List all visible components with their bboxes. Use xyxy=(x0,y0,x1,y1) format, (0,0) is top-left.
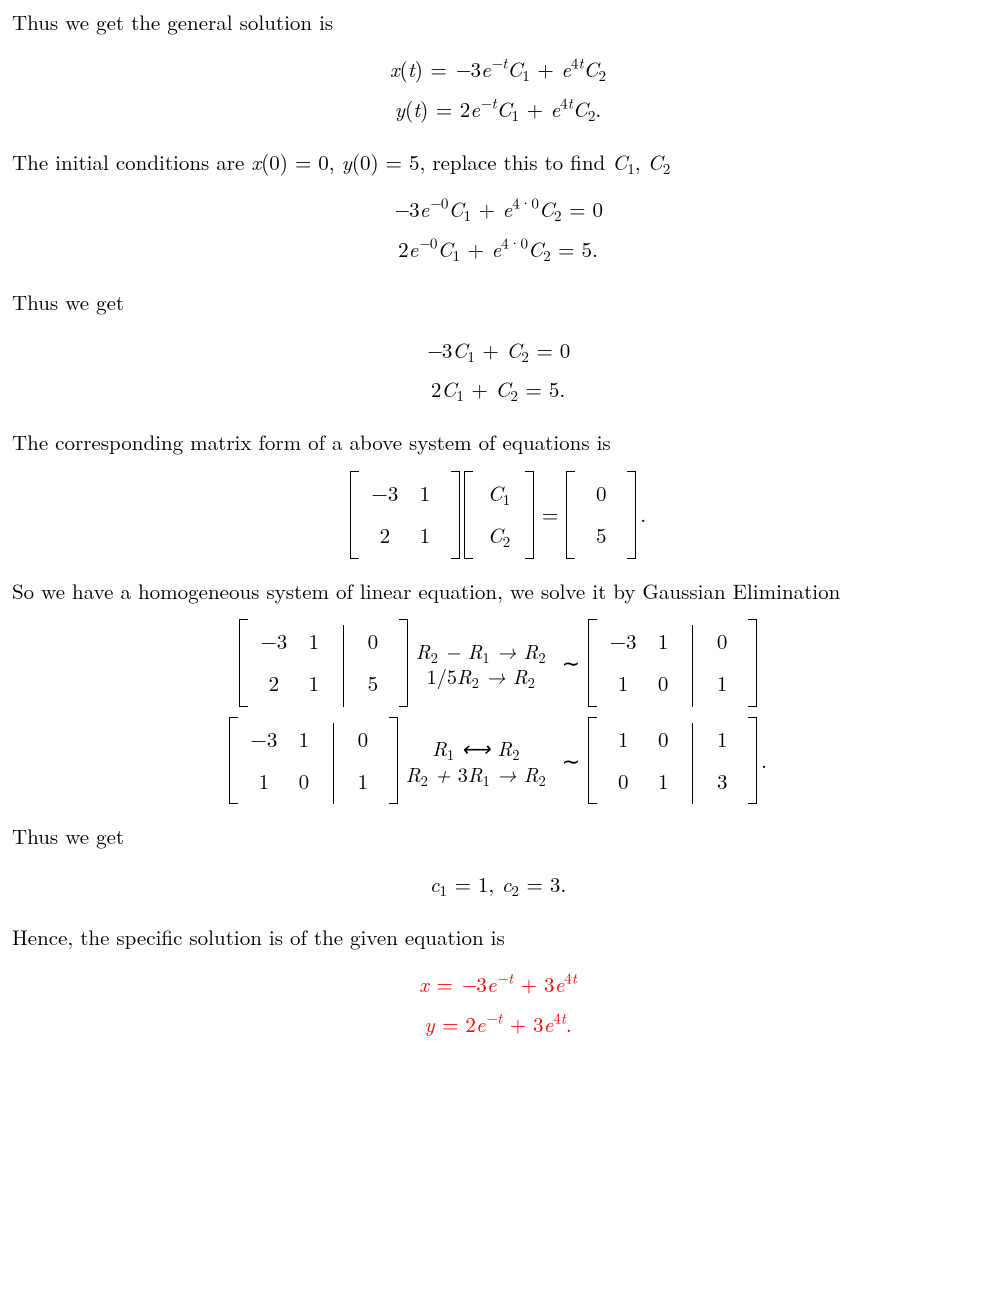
para-initial-conditions: The initial conditions are x(0) = 0, y(0… xyxy=(12,148,984,176)
aug-matrix-1-left: −31 21 0 5 xyxy=(239,619,408,707)
eq-gaussian-steps: −31 21 0 5 R2 − R1 → R2 1/5R2 → R2 ∼ −31 xyxy=(12,619,984,805)
page: Thus we get the general solution is x(t)… xyxy=(0,0,996,1083)
vector-C: C1 C2 xyxy=(464,471,534,559)
eq-general-y: y(t) = 2e−tC1 + e4tC2. xyxy=(12,90,984,130)
eq-specific-solution: x = −3e−t + 3e4t y = 2e−t + 3e4t. xyxy=(12,965,984,1045)
eq-constants: c1 = 1, c2 = 3. xyxy=(12,865,984,905)
eq-ic-1: −3e−0C1 + e4·0C2 = 0 xyxy=(12,190,984,230)
vector-b: 0 5 xyxy=(566,471,636,559)
ic-prefix: The initial conditions are xyxy=(12,147,251,177)
eq-simp-2: 2C1 + C2 = 5. xyxy=(12,370,984,410)
row-ops-2: R1 ⟷ R2 R2 + 3R1 → R2 xyxy=(398,735,554,785)
para-thus-1: Thus we get xyxy=(12,288,984,316)
aug-matrix-2-right: 10 01 1 3 xyxy=(588,717,757,805)
eq-specific-x: x = −3e−t + 3e4t xyxy=(12,965,984,1005)
eq-matrix-form: −31 21 C1 C2 = 0 5 xyxy=(12,471,984,559)
row-ops-1: R2 − R1 → R2 1/5R2 → R2 xyxy=(408,638,554,688)
eq-general-x: x(t) = −3e−tC1 + e4tC2 xyxy=(12,50,984,90)
eq-specific-y: y = 2e−t + 3e4t. xyxy=(12,1005,984,1045)
eq-ic-2: 2e−0C1 + e4·0C2 = 5. xyxy=(12,230,984,270)
para-gaussian-intro: So we have a homogeneous system of linea… xyxy=(12,577,984,605)
ic-mid: , replace this to find xyxy=(420,147,613,177)
matrix-A: −31 21 xyxy=(350,471,460,559)
para-matrix-form-intro: The corresponding matrix form of a above… xyxy=(12,428,984,456)
aug-matrix-1-right: −31 10 0 1 xyxy=(588,619,757,707)
eq-simplified-system: −3C1 + C2 = 0 2C1 + C2 = 5. xyxy=(12,331,984,411)
para-general-solution-intro: Thus we get the general solution is xyxy=(12,8,984,36)
para-thus-2: Thus we get xyxy=(12,822,984,850)
eq-general-solution: x(t) = −3e−tC1 + e4tC2 y(t) = 2e−tC1 + e… xyxy=(12,50,984,130)
eq-simp-1: −3C1 + C2 = 0 xyxy=(12,331,984,371)
para-specific-intro: Hence, the specific solution is of the g… xyxy=(12,923,984,951)
aug-matrix-2-left: −31 10 0 1 xyxy=(229,717,398,805)
eq-ic-system: −3e−0C1 + e4·0C2 = 0 2e−0C1 + e4·0C2 = 5… xyxy=(12,190,984,270)
